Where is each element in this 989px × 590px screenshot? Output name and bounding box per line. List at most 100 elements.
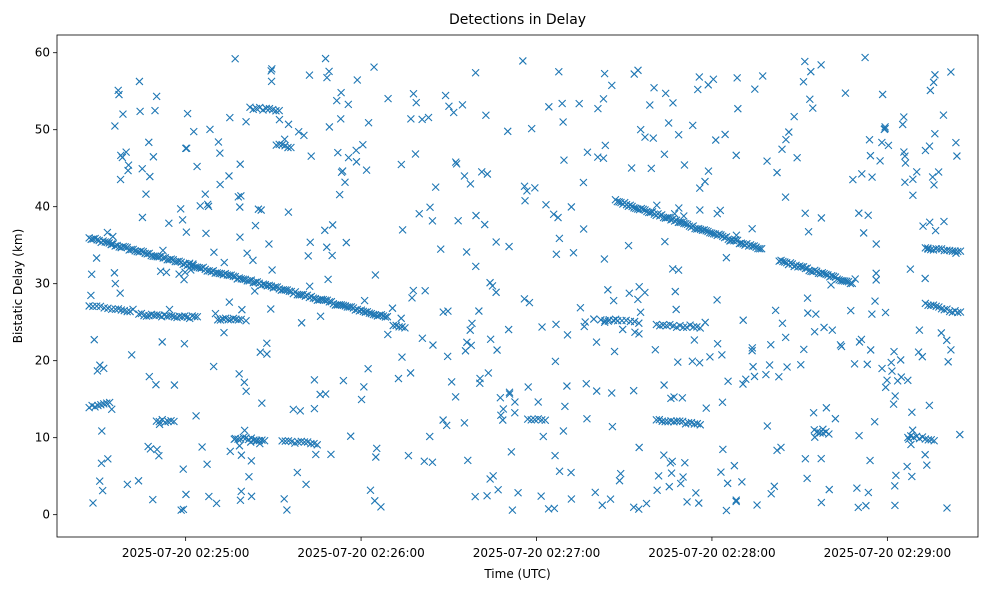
data-point (872, 269, 881, 278)
data-point (552, 250, 561, 259)
data-point (90, 335, 99, 344)
data-point (608, 422, 617, 431)
data-point (923, 244, 932, 253)
data-point (203, 460, 211, 469)
data-point (872, 276, 881, 284)
data-point (912, 167, 921, 176)
data-point (647, 164, 656, 173)
data-point (576, 303, 585, 312)
data-point (810, 327, 819, 336)
data-point (105, 398, 114, 407)
data-point (594, 104, 602, 113)
data-point (581, 318, 590, 326)
data-point (220, 258, 229, 267)
data-point (306, 238, 315, 247)
data-point (649, 134, 658, 143)
data-point (98, 486, 107, 495)
data-point (908, 426, 917, 435)
data-point (831, 414, 840, 423)
data-point (468, 319, 476, 328)
data-point (504, 325, 513, 334)
data-point (202, 229, 210, 238)
data-point (186, 266, 195, 274)
data-point (739, 316, 748, 325)
data-point (653, 486, 662, 495)
data-point (631, 328, 639, 337)
data-point (890, 482, 899, 490)
x-tick-label: 2025-07-20 02:29:00 (824, 546, 951, 560)
y-tick-label: 30 (35, 277, 50, 291)
data-point (611, 315, 620, 324)
y-tick-label: 10 (35, 431, 50, 445)
data-point (827, 281, 835, 289)
data-point (493, 346, 501, 354)
data-point (97, 427, 106, 435)
data-point (225, 113, 234, 122)
data-point (629, 503, 638, 512)
data-point (652, 201, 661, 210)
data-point (227, 271, 236, 280)
data-point (466, 179, 475, 188)
x-tick-label: 2025-07-20 02:25:00 (122, 546, 249, 560)
data-point (652, 415, 661, 424)
data-point (460, 172, 469, 180)
data-point (555, 234, 564, 243)
data-point (956, 247, 965, 256)
data-point (474, 307, 483, 315)
data-point (398, 225, 407, 234)
data-point (247, 492, 256, 501)
data-point (483, 170, 492, 178)
data-point (107, 240, 116, 248)
data-point (693, 85, 702, 94)
data-point (903, 376, 912, 385)
data-point (663, 213, 672, 222)
data-point (579, 225, 588, 233)
data-point (214, 138, 223, 146)
data-point (346, 432, 355, 441)
data-point (337, 168, 346, 177)
data-point (477, 167, 486, 176)
data-point (748, 343, 757, 352)
data-point (688, 357, 697, 366)
data-point (193, 312, 202, 321)
data-point (583, 414, 591, 423)
data-point (737, 478, 746, 486)
data-point (534, 398, 543, 406)
data-point (498, 416, 507, 424)
data-point (209, 362, 218, 371)
data-point (538, 323, 546, 331)
data-point (684, 418, 693, 427)
data-point (609, 296, 618, 305)
data-point (695, 358, 704, 367)
data-point (799, 345, 808, 354)
data-point (867, 310, 876, 318)
data-point (496, 411, 505, 420)
y-axis-ticks: 0 10 20 30 40 50 60 (35, 46, 57, 522)
data-point (599, 94, 608, 103)
data-point (234, 315, 243, 324)
data-point (183, 109, 192, 118)
data-point (230, 435, 239, 444)
data-point (592, 387, 601, 395)
data-point (664, 417, 672, 426)
data-point (388, 304, 397, 313)
data-point (278, 436, 287, 445)
data-point (706, 352, 714, 361)
data-point (846, 306, 855, 315)
data-point (793, 153, 802, 162)
data-point (229, 272, 238, 281)
data-point (925, 401, 934, 410)
data-point (888, 367, 896, 376)
data-point (563, 382, 571, 390)
data-point (733, 74, 742, 82)
data-point (411, 150, 420, 158)
data-point (156, 267, 165, 276)
data-point (508, 506, 517, 514)
data-point (442, 421, 451, 430)
data-point (589, 315, 598, 323)
data-point (424, 113, 433, 122)
data-point (488, 282, 497, 290)
data-point (665, 482, 674, 491)
data-point (237, 451, 246, 460)
data-point (460, 418, 469, 427)
